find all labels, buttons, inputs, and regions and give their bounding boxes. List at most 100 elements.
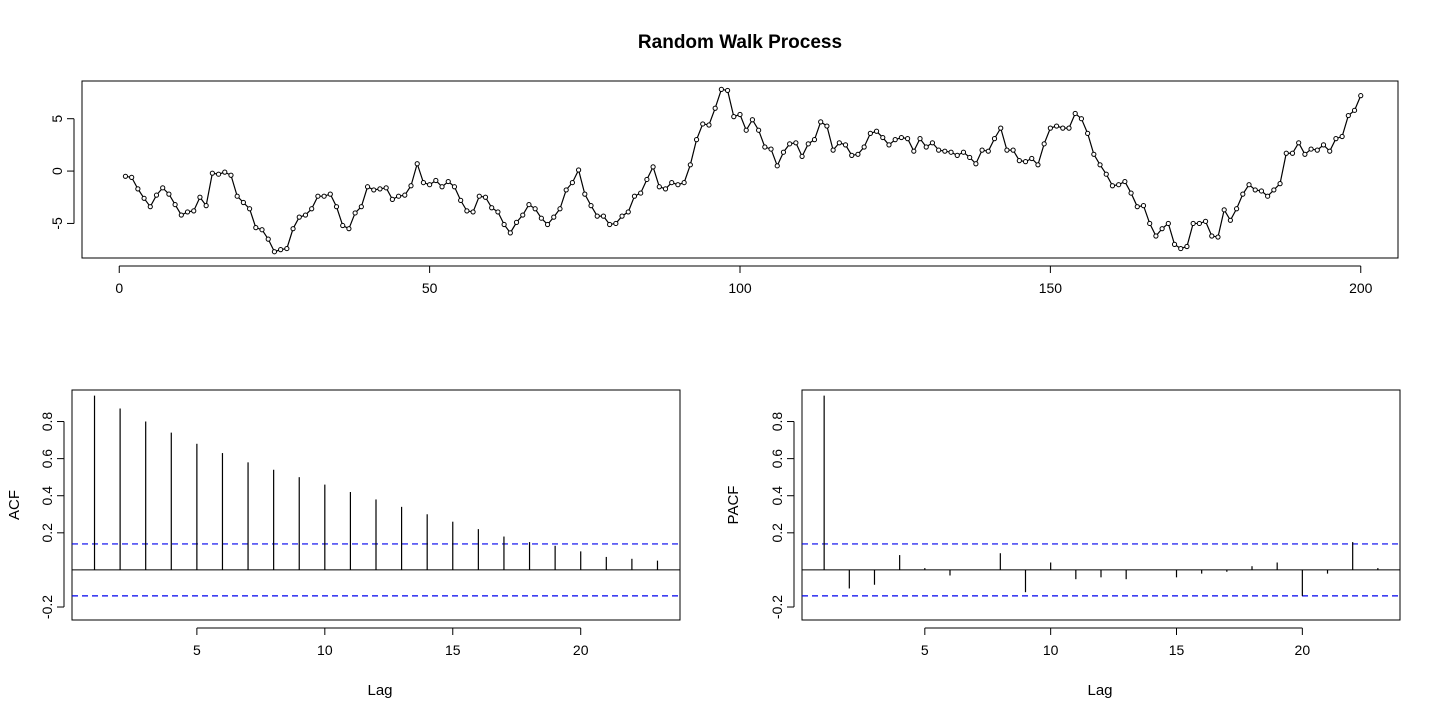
random-walk-point (675, 182, 681, 188)
random-walk-points (122, 86, 1364, 255)
random-walk-point (135, 186, 141, 192)
random-walk-y-tick-label: -5 (49, 217, 65, 230)
random-walk-point (1351, 107, 1358, 113)
acf-y-tick-label: 0.2 (39, 523, 55, 543)
random-walk-point (191, 208, 197, 214)
acf-x-tick-label: 5 (193, 642, 201, 658)
random-walk-point (371, 187, 377, 193)
random-walk-point (358, 204, 364, 210)
pacf-x-tick-label: 10 (1043, 642, 1059, 658)
random-walk-point (538, 215, 544, 221)
pacf-y-tick-label: 0.6 (769, 449, 785, 469)
random-walk-point (1333, 136, 1339, 142)
random-walk-x-tick-label: 50 (422, 280, 438, 296)
random-walk-point (1339, 133, 1345, 140)
random-walk-point (1097, 162, 1103, 168)
random-walk-point (1134, 204, 1140, 210)
random-walk-point (507, 230, 513, 236)
random-walk-x-tick-label: 150 (1039, 280, 1063, 296)
random-walk-point (364, 184, 371, 190)
random-walk-point (805, 141, 811, 147)
random-walk-point (954, 152, 960, 158)
random-walk-point (1171, 241, 1178, 247)
random-walk-point (985, 148, 991, 154)
random-walk-point (482, 194, 489, 200)
random-walk-point (551, 214, 557, 220)
random-walk-point (178, 212, 184, 218)
random-walk-point (160, 185, 166, 191)
random-walk-point (731, 114, 737, 120)
random-walk-point (842, 142, 849, 148)
random-walk-point (998, 125, 1004, 131)
random-walk-point (880, 134, 886, 141)
random-walk-point (1196, 220, 1202, 227)
random-walk-point (849, 152, 855, 158)
pacf-x-axis-label: Lag (1087, 682, 1112, 699)
random-walk-point (327, 191, 333, 197)
random-walk-point (433, 177, 439, 184)
random-walk-point (383, 185, 389, 191)
random-walk-point (1128, 190, 1134, 196)
pacf-x-tick-label: 5 (921, 642, 929, 658)
random-walk-point (700, 121, 706, 127)
random-walk-point (1060, 125, 1066, 131)
random-walk-point (1358, 93, 1364, 99)
random-walk-point (222, 169, 228, 175)
random-walk-point (439, 184, 445, 190)
random-walk-point (302, 212, 309, 218)
random-walk-x-tick-label: 200 (1349, 280, 1373, 296)
random-walk-point (1345, 112, 1351, 119)
random-walk-point (153, 192, 160, 198)
random-walk-point (811, 137, 818, 143)
random-walk-point (476, 193, 482, 199)
acf-y-tick-label: 0.4 (39, 486, 55, 506)
random-walk-point (936, 147, 942, 153)
random-walk-point (458, 197, 464, 203)
random-walk-point (948, 149, 954, 155)
random-walk-point (1258, 188, 1265, 194)
random-walk-point (1215, 234, 1221, 240)
random-walk-point (1221, 207, 1227, 213)
random-walk-point (1109, 183, 1116, 189)
random-walk-point (1047, 125, 1053, 131)
random-walk-point (756, 127, 762, 133)
random-walk-point (687, 162, 693, 168)
random-walk-point (1209, 233, 1215, 239)
random-walk-point (631, 193, 638, 199)
random-walk-point (147, 204, 153, 210)
random-walk-y-tick-label: 0 (49, 167, 65, 175)
random-walk-point (526, 201, 532, 208)
random-walk-point (470, 209, 476, 215)
random-walk-point (532, 206, 538, 212)
random-walk-point (1140, 203, 1147, 209)
random-walk-point (830, 147, 836, 153)
random-walk-point (911, 148, 917, 154)
random-walk-point (824, 123, 830, 129)
random-walk-point (942, 148, 948, 154)
random-walk-point (445, 178, 451, 185)
random-walk-point (296, 214, 302, 220)
random-walk-point (979, 147, 985, 153)
random-walk-point (836, 140, 842, 146)
random-walk-point (973, 161, 979, 167)
random-walk-point (625, 209, 631, 215)
random-walk-point (544, 221, 551, 228)
random-walk-point (656, 184, 662, 190)
random-walk-point (669, 179, 675, 186)
random-walk-point (203, 203, 209, 209)
random-walk-point (873, 128, 880, 134)
acf-x-tick-label: 20 (573, 642, 589, 658)
random-walk-point (166, 191, 172, 197)
random-walk-point (1271, 187, 1277, 193)
random-walk-point (1302, 151, 1308, 157)
random-walk-point (867, 130, 873, 136)
random-walk-point (600, 213, 607, 219)
random-walk-point (513, 219, 520, 225)
random-walk-x-tick-label: 0 (115, 280, 123, 296)
random-walk-point (960, 149, 967, 155)
random-walk-point (495, 209, 501, 215)
random-walk-point (271, 249, 278, 255)
random-walk-axes: 0 50 100 150 200 -5 0 5 (49, 115, 1373, 296)
acf-y-tick-label: 0.8 (39, 412, 55, 432)
random-walk-point (321, 193, 327, 199)
